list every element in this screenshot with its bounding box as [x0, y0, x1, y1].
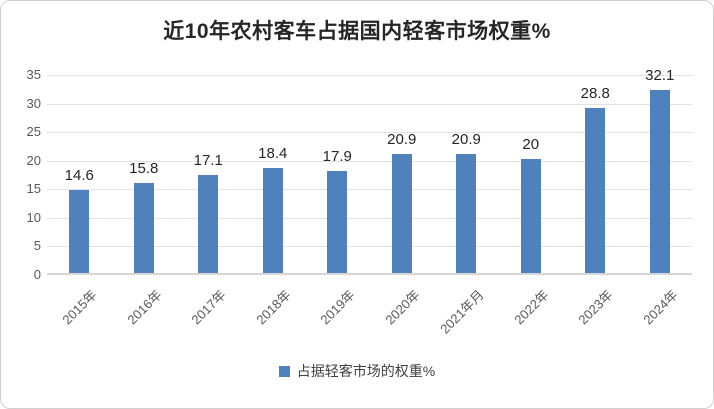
y-tick-label: 25 — [26, 124, 41, 140]
bar — [69, 189, 90, 273]
bar — [198, 175, 219, 273]
y-tick-label: 30 — [26, 95, 41, 111]
y-tick-label: 5 — [33, 238, 41, 254]
y-axis: 0 5 10 15 20 25 30 35 — [1, 67, 41, 282]
legend: 占据轻客市场的权重% — [1, 361, 713, 381]
bar — [262, 167, 283, 273]
gridline — [47, 246, 692, 248]
y-tick-label: 35 — [26, 67, 41, 82]
x-axis: 2015年 2016年 2017年 2018年 2019年 2020年 2021年月 2022… — [47, 277, 692, 347]
bar — [649, 89, 670, 273]
bar-value-label: 15.8 — [129, 159, 159, 177]
x-tick-label: 2019年 — [317, 287, 358, 328]
bar-value-label: 20.9 — [387, 130, 417, 148]
bar — [133, 182, 154, 273]
x-tick-label: 2021年月 — [437, 287, 487, 337]
x-tick-label: 2016年 — [124, 287, 165, 328]
chart-title: 近10年农村客车占据国内轻客市场权重% — [163, 20, 551, 43]
bar-value-label: 17.9 — [322, 147, 352, 165]
bar-value-label: 20.9 — [451, 130, 481, 148]
x-tick-label: 2022年 — [511, 287, 552, 328]
bar-value-label: 17.1 — [193, 152, 223, 170]
gridline — [47, 189, 692, 191]
x-tick-label: 2018年 — [253, 287, 294, 328]
bar-value-label: 32.1 — [645, 66, 675, 84]
bar-value-label: 14.6 — [64, 166, 94, 184]
x-tick-label: 2023年 — [575, 287, 616, 328]
x-tick-label: 2017年 — [188, 287, 229, 328]
bar — [391, 153, 412, 273]
y-tick-label: 15 — [26, 181, 41, 197]
gridline — [47, 103, 692, 105]
bar-value-label: 20 — [522, 135, 540, 153]
y-tick-label: 10 — [26, 209, 41, 225]
bar — [456, 153, 477, 273]
gridline — [47, 217, 692, 219]
bar — [585, 108, 606, 273]
y-tick-label: 0 — [33, 267, 41, 282]
x-tick-label: 2024年 — [640, 287, 681, 328]
gridline — [47, 75, 692, 76]
gridline — [47, 160, 692, 162]
gridline — [47, 132, 692, 134]
x-tick-label: 2020年 — [382, 287, 423, 328]
bar — [327, 170, 348, 273]
bar — [520, 158, 541, 273]
bar-value-label: 18.4 — [258, 144, 288, 162]
bar-value-label: 28.8 — [580, 85, 610, 103]
y-tick-label: 20 — [26, 152, 41, 168]
legend-swatch-icon — [278, 365, 290, 377]
plot-grid: 14.6 15.8 17.1 18.4 17.9 20.9 20.9 20 28.8 32.1 — [47, 67, 692, 275]
x-tick-label: 2015年 — [59, 287, 100, 328]
legend-label: 占据轻客市场的权重% — [296, 363, 436, 379]
